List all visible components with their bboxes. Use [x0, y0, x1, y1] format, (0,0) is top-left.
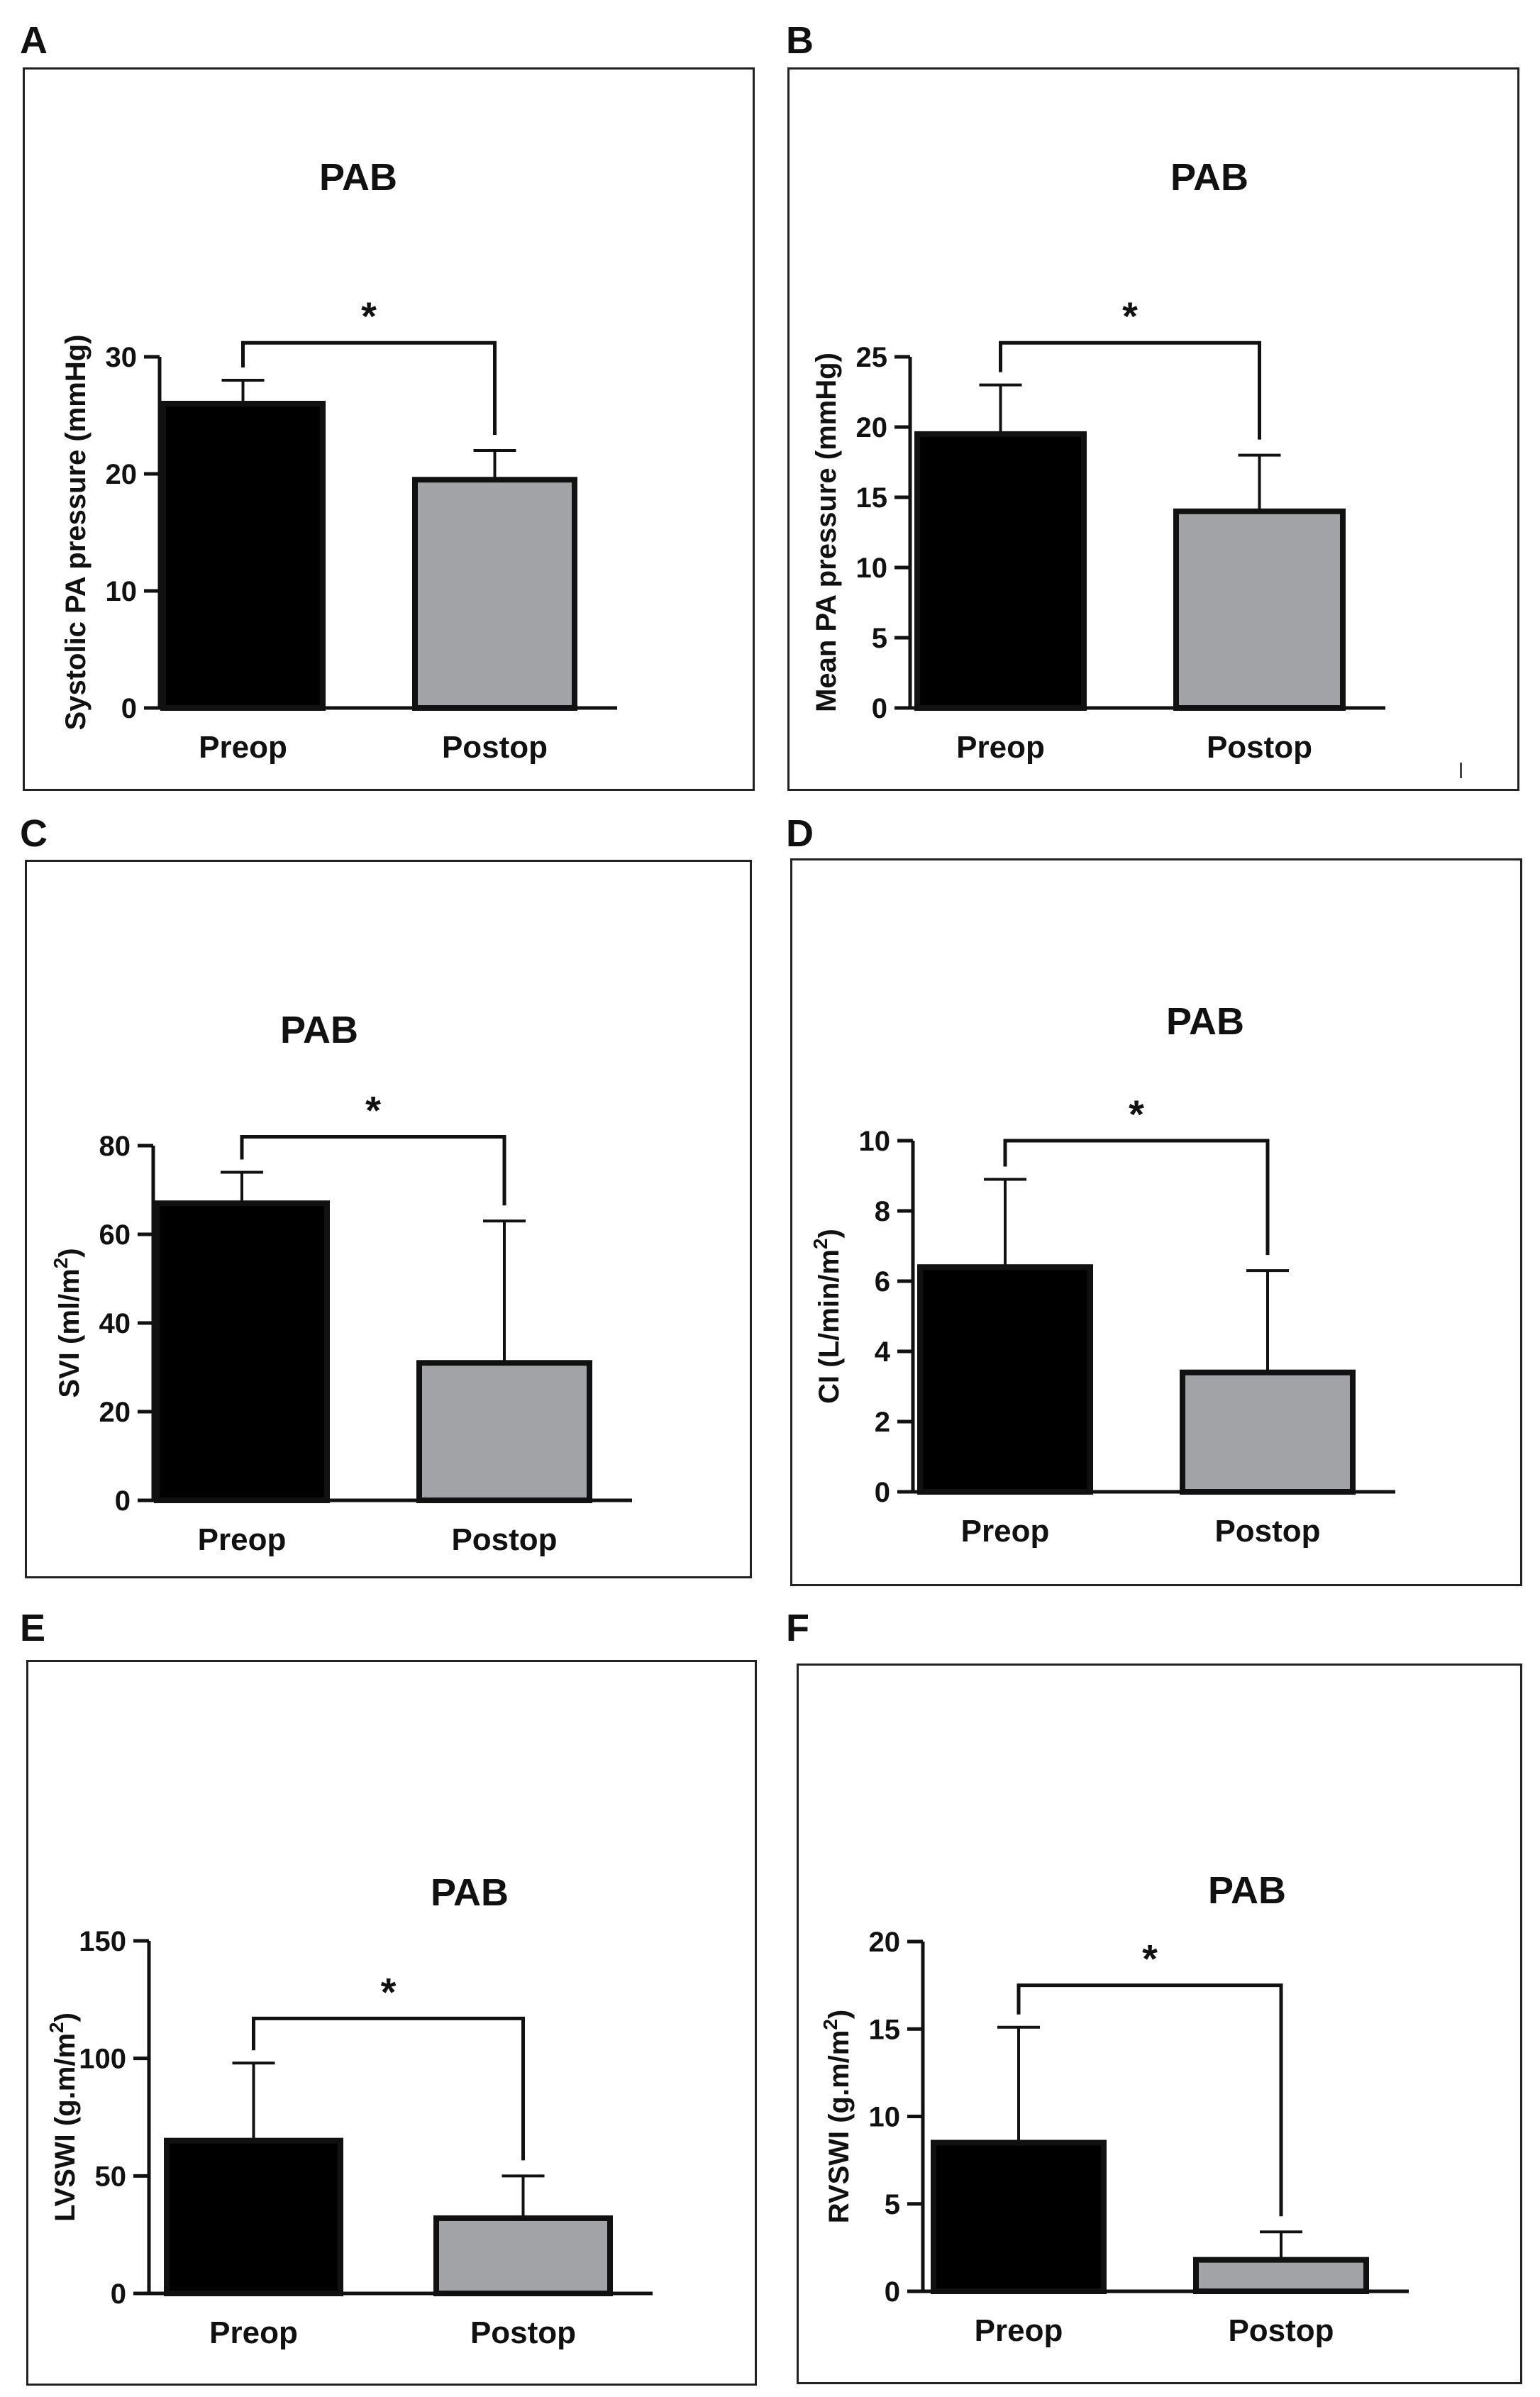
x-category-label: Postop — [1207, 730, 1312, 765]
chart-panel-b: PAB 0 5 10 15 20 25 Mean PA pressure (mmHg) Preo… — [787, 67, 1519, 791]
x-category-label: Postop — [451, 1522, 557, 1557]
chart-svg-b: PAB 0 5 10 15 20 25 Mean PA pressure (mmHg) Preo… — [811, 156, 1385, 765]
y-axis-label: CI (L/min/m2) — [809, 1229, 845, 1404]
chart-panel-a: PAB 0 10 20 30 Systolic PA pressure (mmHg) Pre… — [23, 67, 755, 791]
y-tick-label: 150 — [79, 1926, 126, 1957]
bar-preop — [154, 1200, 330, 1503]
x-category-label: Preop — [199, 730, 287, 765]
stray-mark — [1460, 763, 1462, 778]
y-tick-label: 8 — [875, 1196, 890, 1227]
bar-postop — [433, 2215, 613, 2296]
y-tick-label: 20 — [99, 1397, 131, 1428]
panel-letter-e: E — [20, 1607, 46, 1649]
chart-title: PAB — [280, 1009, 358, 1051]
chart-panel-f: PAB 0 5 10 15 20 RVSWI (g.m/m2) Preop Postop * — [797, 1663, 1522, 2384]
x-category-label: Preop — [956, 730, 1045, 765]
y-tick-label: 10 — [856, 553, 888, 584]
y-tick-label: 4 — [875, 1336, 891, 1368]
y-tick-label: 0 — [115, 1485, 131, 1517]
chart-title: PAB — [1166, 1000, 1244, 1043]
chart-svg-c: PAB 0 20 40 60 80 SVI (ml/m2) Preop Postop * — [50, 1009, 632, 1557]
bar-preop — [914, 431, 1087, 712]
y-tick-label: 100 — [79, 2044, 126, 2075]
y-tick-label: 0 — [872, 693, 887, 724]
y-tick-label: 5 — [872, 623, 887, 654]
significance-bracket — [252, 2016, 525, 2161]
bar-preop — [160, 401, 326, 711]
y-tick-label: 0 — [875, 1477, 890, 1508]
y-tick-label: 60 — [99, 1219, 131, 1251]
significance-bracket — [1016, 1983, 1283, 2217]
y-tick-label: 30 — [106, 342, 138, 373]
x-category-label: Postop — [442, 730, 548, 765]
bar-postop — [416, 1360, 592, 1503]
y-tick-label: 20 — [856, 412, 888, 443]
bar-preop — [931, 2139, 1107, 2294]
y-tick-label: 50 — [95, 2161, 127, 2192]
significance-bracket — [241, 341, 497, 435]
x-category-label: Preop — [975, 2313, 1063, 2348]
x-category-label: Preop — [961, 1514, 1050, 1549]
significance-bracket — [999, 341, 1261, 440]
chart-svg-f: PAB 0 5 10 15 20 RVSWI (g.m/m2) Preop Postop * — [819, 1869, 1409, 2348]
y-tick-label: 0 — [885, 2276, 900, 2308]
chart-title: PAB — [319, 156, 397, 199]
panel-letter-d: D — [786, 812, 814, 855]
bar-postop — [1173, 508, 1346, 711]
x-category-label: Postop — [1214, 1514, 1320, 1549]
significance-star: * — [1122, 294, 1138, 338]
bar-postop — [1180, 1369, 1356, 1495]
y-tick-label: 5 — [885, 2189, 900, 2220]
y-tick-label: 10 — [869, 2102, 901, 2133]
bar-preop — [917, 1264, 1093, 1495]
y-axis-label: SVI (ml/m2) — [50, 1248, 85, 1397]
y-tick-label: 20 — [106, 459, 138, 490]
y-tick-label: 80 — [99, 1131, 131, 1162]
bar-preop — [164, 2137, 343, 2297]
chart-panel-d: PAB 0 2 4 6 8 10 CI (L/min/m2) Preop Postop * — [790, 858, 1522, 1586]
y-tick-label: 15 — [856, 482, 888, 514]
chart-svg-a: PAB 0 10 20 30 Systolic PA pressure (mmHg) Pre… — [60, 156, 617, 765]
chart-panel-e: PAB 0 50 100 150 LVSWI (g.m/m2) Preop Postop * — [26, 1660, 757, 2386]
panel-letter-a: A — [20, 19, 48, 62]
chart-svg-d: PAB 0 2 4 6 8 10 CI (L/min/m2) Preop Postop * — [809, 1000, 1395, 1549]
bar-postop — [1193, 2257, 1369, 2295]
x-category-label: Preop — [198, 1522, 287, 1557]
significance-bracket — [1003, 1139, 1270, 1256]
x-category-label: Postop — [1228, 2313, 1334, 2348]
y-tick-label: 10 — [859, 1126, 891, 1157]
y-tick-label: 0 — [121, 693, 137, 724]
y-tick-label: 0 — [111, 2279, 126, 2310]
bar-postop — [412, 477, 577, 711]
significance-star: * — [1142, 1937, 1158, 1981]
y-tick-label: 25 — [856, 342, 888, 373]
y-axis-label: Mean PA pressure (mmHg) — [811, 353, 842, 712]
y-axis-label: Systolic PA pressure (mmHg) — [60, 335, 92, 731]
chart-panel-c: PAB 0 20 40 60 80 SVI (ml/m2) Preop Postop * — [25, 860, 752, 1578]
chart-svg-e: PAB 0 50 100 150 LVSWI (g.m/m2) Preop Postop * — [45, 1871, 653, 2350]
y-tick-label: 6 — [875, 1266, 890, 1297]
y-axis-label: RVSWI (g.m/m2) — [819, 2010, 855, 2224]
significance-star: * — [1129, 1092, 1144, 1136]
y-axis-label: LVSWI (g.m/m2) — [45, 2013, 81, 2222]
y-tick-label: 2 — [875, 1407, 890, 1438]
significance-bracket — [240, 1135, 506, 1206]
significance-star: * — [381, 1969, 397, 2014]
panel-letter-c: C — [20, 812, 48, 855]
y-tick-label: 15 — [869, 2014, 901, 2045]
x-category-label: Postop — [470, 2315, 576, 2350]
x-category-label: Preop — [209, 2315, 298, 2350]
chart-title: PAB — [1208, 1869, 1286, 1912]
y-tick-label: 20 — [869, 1927, 901, 1958]
significance-star: * — [361, 294, 377, 338]
y-tick-label: 40 — [99, 1308, 131, 1339]
significance-star: * — [365, 1088, 381, 1133]
panel-letter-b: B — [786, 19, 814, 62]
chart-title: PAB — [431, 1871, 509, 1914]
chart-title: PAB — [1170, 156, 1248, 199]
panel-letter-f: F — [786, 1607, 809, 1649]
y-tick-label: 10 — [106, 576, 138, 607]
